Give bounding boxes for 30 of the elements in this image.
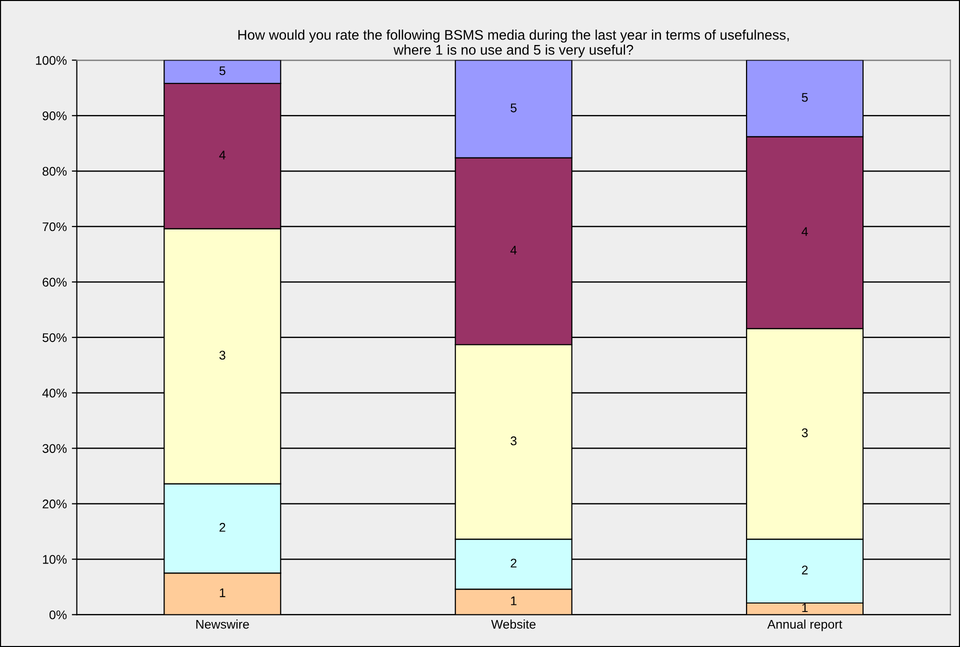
y-tick-label: 10% (43, 555, 67, 564)
x-tick-label: Website (491, 620, 536, 629)
text: 3 (802, 428, 808, 438)
text: 5 (510, 104, 517, 112)
x-tick-label: Newswire (196, 620, 249, 629)
text: 5 (802, 93, 808, 102)
y-tick-label: 90% (42, 111, 67, 120)
y-tick-label: 60% (42, 278, 67, 287)
text: 2 (220, 522, 226, 532)
series-label: 2 (510, 558, 516, 568)
y-tick-label: 70% (42, 222, 67, 232)
y-tick-label: 0% (50, 610, 67, 620)
y-tick-label: 100% (36, 56, 67, 65)
series-label: 1 (802, 603, 808, 612)
text: 3 (510, 436, 517, 446)
text: 1 (220, 588, 226, 598)
series-label: 3 (219, 350, 226, 360)
text: 4 (510, 246, 517, 254)
text: 1 (511, 596, 516, 606)
x-tick-label: Annual report (767, 620, 842, 632)
chart-title: How would you rate the following BSMS media during the last year in terms of usefulness, where 1 is no use and 5 is very useful? (238, 30, 789, 58)
y-tick-label: 50% (42, 333, 67, 342)
text: 4 (802, 227, 808, 236)
y-tick-label: 30% (42, 444, 67, 453)
y-tick-label: 20% (42, 500, 67, 508)
y-tick-label: 80% (42, 166, 67, 176)
text: 2 (802, 566, 808, 574)
series-label: 5 (219, 66, 226, 76)
y-tick-label: 40% (42, 388, 67, 398)
series-label: 4 (219, 150, 226, 160)
